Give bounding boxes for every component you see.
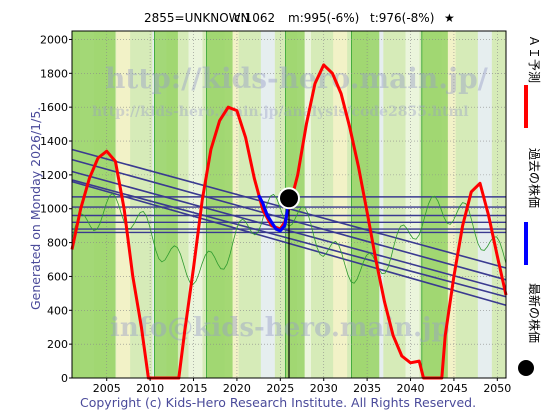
xtick-label: 2025: [266, 382, 294, 395]
title-code: 2855=UNKNOWN: [144, 11, 250, 25]
xtick-label: 2020: [223, 382, 251, 395]
legend-item-past: 過去の株価: [524, 148, 542, 265]
xtick-label: 2050: [483, 382, 511, 395]
axes: 0 200 400 600 800 1000 1200 1400 1600 1800 2000 200…: [40, 30, 511, 395]
ytick-label: 1400: [40, 135, 68, 148]
ytick-label: 200: [47, 338, 68, 351]
watermark-top: http://kids-hero.main.jp/: [105, 62, 489, 95]
band-green-0: [72, 31, 116, 378]
legend: ＡＩ予測 過去の株価 最新の株価: [518, 35, 542, 376]
band-green-5: [421, 31, 448, 378]
ytick-label: 600: [47, 270, 68, 283]
ytick-label: 1000: [40, 203, 68, 216]
band-green-2: [206, 31, 233, 378]
latest-price-dot: [278, 187, 300, 210]
xtick-label: 2015: [180, 382, 208, 395]
ytick-label: 0: [61, 372, 68, 385]
xtick-label: 2030: [310, 382, 338, 395]
copyright-footer: Copyright (c) Kids-Hero Research Institu…: [80, 395, 476, 410]
ytick-label: 400: [47, 304, 68, 317]
title-star: ★: [444, 11, 455, 25]
watermark-bottom: info@kids-hero.main.jp: [110, 313, 450, 343]
title-t: t:976(-8%): [370, 11, 434, 25]
legend-label-past: 過去の株価: [527, 148, 542, 208]
title-m: m:995(-6%): [288, 11, 359, 25]
xtick-label: 2005: [93, 382, 121, 395]
band-light: [260, 31, 275, 378]
xtick-label: 2045: [440, 382, 468, 395]
legend-label-ai: ＡＩ予測: [527, 35, 541, 83]
band-light: [405, 31, 420, 378]
watermarks: http://kids-hero.main.jp/ http://kids-he…: [92, 62, 489, 343]
generated-date-label: Generated on Monday 2026/1/5.: [28, 107, 43, 310]
ytick-label: 1200: [40, 169, 68, 182]
series-line-1: [257, 194, 293, 233]
watermark-mid: http://kids-hero.main.jp/analysis/code28…: [92, 104, 469, 120]
ytick-label: 2000: [40, 33, 68, 46]
xtick-label: 2010: [136, 382, 164, 395]
xtick-label: 2040: [397, 382, 425, 395]
legend-dot-latest: [518, 360, 534, 376]
legend-label-latest: 最新の株価: [527, 283, 542, 343]
xtick-label: 2035: [353, 382, 381, 395]
ytick-label: 800: [47, 237, 68, 250]
ytick-label: 1800: [40, 67, 68, 80]
band-light: [333, 31, 348, 378]
legend-item-ai: ＡＩ予測: [524, 35, 541, 128]
ytick-label: 1600: [40, 101, 68, 114]
legend-item-latest: 最新の株価: [518, 283, 542, 376]
title-current: c:1062: [234, 11, 275, 25]
latest-marker: [278, 187, 300, 378]
